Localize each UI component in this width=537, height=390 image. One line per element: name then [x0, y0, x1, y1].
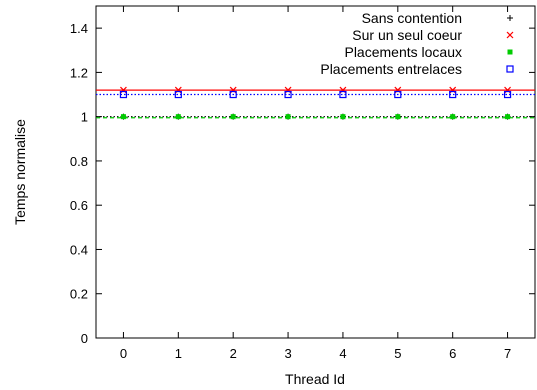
legend-label: Sur un seul coeur [352, 27, 462, 43]
plot-frame [95, 5, 536, 339]
data-point [174, 90, 182, 99]
x-tick-label: 0 [120, 346, 127, 361]
y-tick-label: 0.8 [70, 154, 88, 169]
data-points [119, 86, 512, 120]
legend-marker [506, 31, 514, 39]
x-tick-label: 4 [339, 346, 346, 361]
legend-marker [507, 15, 513, 21]
y-axis-title: Temps normalise [12, 119, 28, 225]
data-point [119, 90, 128, 99]
y-tick-label: 1.4 [70, 21, 88, 36]
x-tick-label: 1 [175, 346, 182, 361]
data-point [175, 114, 181, 120]
data-point [394, 90, 402, 99]
data-point [230, 114, 236, 120]
y-tick-label: 0 [81, 331, 88, 346]
x-tick-label: 7 [504, 346, 511, 361]
y-tick-label: 1.2 [70, 65, 88, 80]
data-point [449, 90, 457, 99]
legend-marker [506, 65, 514, 73]
data-point [285, 114, 291, 120]
data-point [395, 114, 401, 120]
data-point [505, 114, 511, 120]
data-point [284, 90, 292, 99]
y-tick-label: 1 [81, 110, 88, 125]
data-point [450, 114, 456, 120]
legend-marker-b [506, 31, 514, 39]
legend-label: Placements locaux [344, 44, 462, 60]
data-point [120, 114, 126, 120]
x-axis-title: Thread Id [285, 371, 345, 387]
y-tick-label: 0.6 [70, 198, 88, 213]
y-tick-label: 0.2 [70, 287, 88, 302]
x-tick-label: 3 [284, 346, 291, 361]
legend-label: Placements entrelaces [320, 61, 462, 77]
x-tick-label: 5 [394, 346, 401, 361]
legend-marker [507, 49, 513, 55]
x-tick-label: 2 [230, 346, 237, 361]
data-point [339, 90, 347, 99]
data-point [229, 90, 237, 99]
y-tick-label: 0.4 [70, 242, 88, 257]
axis-ticks: 0 0.2 0.4 0.6 0.8 1 1.2 1.4 0 1 2 3 4 5 6 7 [70, 6, 535, 361]
data-point [503, 90, 512, 99]
legend-label: Sans contention [362, 10, 462, 26]
data-point [340, 114, 346, 120]
x-tick-label: 6 [449, 346, 456, 361]
mean-lines [96, 89, 535, 119]
